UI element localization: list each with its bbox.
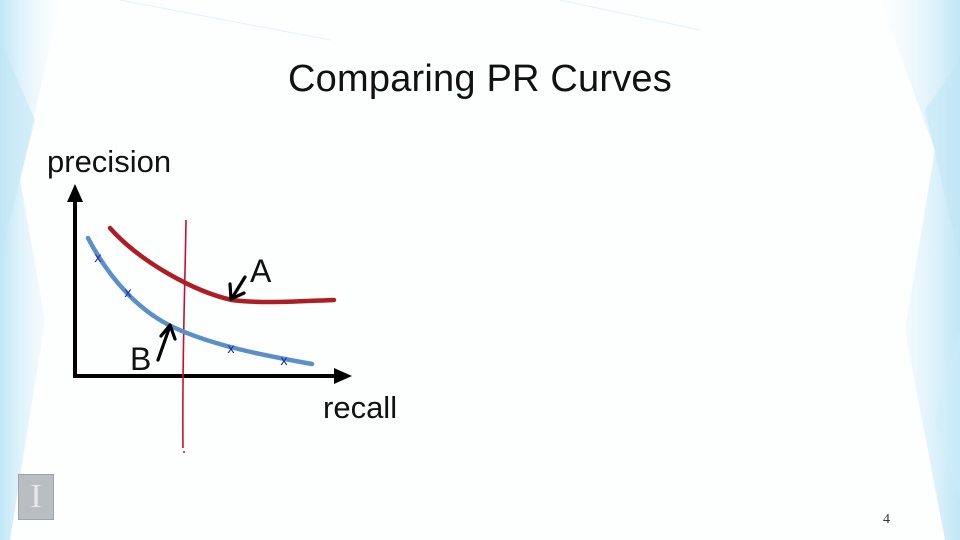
curve-b-label: B: [130, 341, 151, 377]
right-edge-facet: [925, 60, 960, 260]
slide-title: Comparing PR Curves: [288, 58, 672, 100]
curve-b-marker: x: [94, 251, 102, 266]
vertical-divider-line: [182, 219, 187, 449]
top-faint-line: [119, 0, 331, 41]
y-axis-label: precision: [47, 144, 171, 179]
curve-b-pointer-arrowhead: [159, 323, 177, 341]
curve-b-pointer-arrow: [156, 324, 172, 362]
divider-end-dot: [183, 451, 185, 453]
left-edge-facet: [0, 40, 35, 260]
logo-letter: I: [30, 478, 42, 515]
curve-b-marker: x: [124, 286, 132, 301]
curve-a-pointer-arrow: [230, 275, 247, 300]
y-axis-arrowhead: [67, 184, 83, 202]
page-number: 4: [883, 512, 890, 527]
curve-a-label: A: [250, 253, 272, 289]
curve-a: [107, 225, 337, 305]
x-axis-label: recall: [323, 390, 397, 425]
curve-b-marker: x: [280, 354, 288, 369]
university-logo: I: [18, 474, 54, 520]
curve-a-pointer-arrowhead: [228, 282, 246, 301]
right-lower-facet: [935, 330, 960, 500]
curve-b-marker: x: [227, 342, 235, 357]
curve-b: [85, 235, 315, 367]
top-faint-line: [559, 0, 701, 31]
x-axis-arrowhead: [334, 368, 352, 384]
